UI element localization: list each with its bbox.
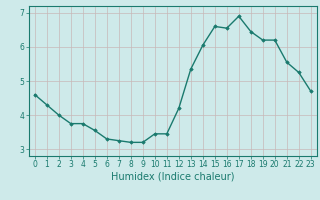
X-axis label: Humidex (Indice chaleur): Humidex (Indice chaleur) bbox=[111, 172, 235, 182]
